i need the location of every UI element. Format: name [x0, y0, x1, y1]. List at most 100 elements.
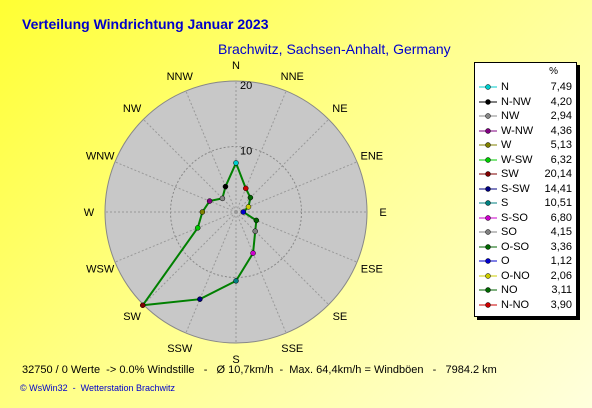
data-point-nw [219, 195, 226, 202]
legend-item: S 10,51 [475, 196, 576, 211]
legend-item: NW 2,94 [475, 109, 576, 124]
legend-label: NW [501, 110, 520, 122]
direction-label-n: N [232, 60, 240, 72]
data-point-w [199, 209, 206, 215]
data-point-se [252, 228, 258, 234]
legend-item: S-SW 14,41 [475, 182, 576, 197]
legend-value: 4,15 [550, 226, 572, 238]
data-point-wnw [206, 198, 213, 204]
legend-value: 20,14 [544, 168, 572, 180]
direction-label-se: SE [333, 311, 348, 323]
legend-label: S [501, 197, 509, 209]
spoke-se [235, 211, 329, 305]
direction-label-sse: SSE [281, 343, 303, 355]
legend-swatch-icon [479, 272, 497, 279]
legend-item: W-NW 4,36 [475, 124, 576, 139]
data-point-ssw [197, 296, 203, 302]
direction-label-ne: NE [332, 103, 347, 115]
spoke-nnw [185, 90, 237, 213]
legend-item: NO 3,11 [475, 283, 576, 298]
legend-swatch-icon [479, 84, 497, 90]
statistics-footer: 32750 / 0 Werte -> 0.0% Windstille - Ø 1… [22, 364, 497, 376]
legend-item: N-NO 3,90 [475, 298, 576, 313]
legend-value: 2,94 [550, 110, 572, 122]
legend-value: 6,80 [550, 211, 572, 224]
legend-value: 3,36 [550, 240, 572, 253]
data-point-s [233, 278, 239, 284]
legend: % N 7,49 N-NW 4,20 NW 2,94 W-NW 4,36 W 5,13 W-SW 6,… [474, 62, 577, 317]
data-point-ese [253, 217, 260, 224]
legend-label: W-NW [501, 124, 534, 137]
spoke-nne [235, 90, 287, 213]
legend-value: 3,11 [551, 284, 572, 296]
spoke-wsw [114, 211, 237, 263]
direction-label-s: S [232, 354, 239, 366]
direction-label-ene: ENE [360, 151, 383, 163]
chart-title: Verteilung Windrichtung Januar 2023 [22, 16, 269, 32]
legend-item: W 5,13 [475, 138, 576, 153]
direction-label-nnw: NNW [167, 71, 194, 83]
legend-value: 3,90 [550, 298, 572, 311]
legend-label: N-NW [501, 95, 531, 108]
direction-label-wsw: WSW [86, 263, 115, 275]
legend-item: N-NW 4,20 [475, 95, 576, 110]
legend-label: N [501, 81, 509, 93]
legend-swatch-icon [479, 243, 497, 250]
legend-label: O-NO [501, 269, 530, 282]
legend-label: SW [501, 168, 519, 180]
data-point-nne [243, 185, 249, 192]
legend-label: W-SW [501, 153, 533, 166]
data-point-e [240, 209, 247, 215]
legend-label: W [501, 139, 512, 151]
legend-value: 7,49 [550, 81, 572, 93]
direction-label-ese: ESE [361, 263, 383, 275]
legend-item: O 1,12 [475, 254, 576, 269]
legend-value: 1,12 [550, 255, 572, 267]
direction-label-sw: SW [123, 311, 141, 323]
legend-value: 5,13 [550, 139, 572, 151]
legend-label: NO [501, 284, 518, 296]
direction-label-nw: NW [123, 103, 142, 115]
data-point-nnw [222, 183, 229, 190]
direction-label-e: E [379, 207, 386, 219]
legend-swatch-icon [479, 229, 497, 235]
legend-swatch-icon [479, 98, 497, 105]
legend-value: 10,51 [544, 197, 572, 209]
credit-line: © WsWin32 - Wetterstation Brachwitz [20, 383, 176, 393]
ring-label-20: 20 [240, 80, 252, 92]
legend-swatch-icon [479, 200, 497, 206]
spoke-sse [235, 211, 287, 334]
legend-item: SO 4,15 [475, 225, 576, 240]
spoke-wnw [114, 161, 237, 213]
spoke-sw [143, 211, 237, 305]
direction-label-nne: NNE [281, 71, 304, 83]
legend-item: O-NO 2,06 [475, 269, 576, 284]
legend-item: N 7,49 [475, 80, 576, 95]
legend-label: O [501, 255, 510, 267]
legend-swatch-icon [479, 142, 497, 148]
direction-label-wnw: WNW [86, 151, 115, 163]
legend-swatch-icon [479, 156, 497, 163]
legend-swatch-icon [479, 171, 497, 177]
legend-unit: % [549, 66, 558, 77]
data-point-ene [245, 204, 252, 210]
data-point-wsw [195, 225, 201, 231]
legend-value: 4,36 [550, 124, 572, 137]
legend-label: SO [501, 226, 517, 238]
spoke-ene [235, 161, 358, 213]
legend-label: N-NO [501, 298, 530, 311]
legend-swatch-icon [479, 258, 497, 264]
data-point-sw [139, 302, 146, 309]
legend-item: SW 20,14 [475, 167, 576, 182]
legend-label: O-SO [501, 240, 530, 253]
legend-value: 2,06 [550, 269, 572, 282]
spoke-ssw [185, 211, 237, 334]
ring-label-10: 10 [240, 146, 252, 158]
legend-swatch-icon [479, 287, 497, 293]
direction-label-w: W [84, 207, 95, 219]
legend-swatch-icon [479, 301, 497, 308]
legend-item: W-SW 6,32 [475, 153, 576, 168]
legend-swatch-icon [479, 214, 497, 221]
